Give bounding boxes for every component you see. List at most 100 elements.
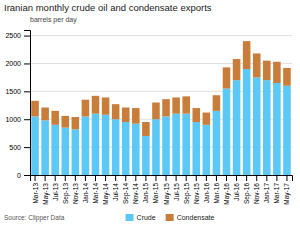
tick-label: Mar-16 [213,183,220,204]
tick-label: Nov-14 [132,183,139,204]
grid-line [30,147,292,148]
tick: Jul-15 [173,175,180,201]
legend-label: Condensate [177,214,215,221]
bar [243,41,251,69]
tick-label: Jul-16 [233,183,240,201]
bar [92,96,100,114]
grid-line [30,63,292,64]
tick: 1000 [5,116,30,123]
tick-mark [216,175,217,181]
tick-mark [145,175,146,181]
tick: Jan-16 [203,175,210,203]
y-axis: 05001000150020002500 [5,31,30,179]
bar [263,61,271,81]
annotation: Source: Clipper Data [4,214,65,222]
tick: Jul-16 [233,175,240,201]
tick-mark [65,175,66,181]
bar [132,108,140,124]
grid-line [30,35,292,36]
tick-label: 0 [17,172,21,179]
bar [162,116,170,175]
tick-label: Nov-16 [253,183,260,204]
plot: 05001000150020002500Mar-13May-13Jul-13Se… [5,31,292,205]
tick-label: May-14 [102,183,110,205]
tick-label: Sep-13 [62,183,70,204]
tick-label: Mar-15 [152,183,159,204]
tick: Mar-15 [152,175,159,204]
tick-label: May-13 [42,183,50,205]
tick-label: Jan-16 [203,183,210,203]
tick: Jul-14 [112,175,119,201]
legend-item: Crude [126,214,156,221]
tick-mark [155,175,156,181]
tick: May-15 [163,175,171,205]
tick-mark [115,175,116,181]
tick: Nov-13 [72,175,79,204]
bar [192,122,200,175]
tick-mark [24,175,30,176]
tick: Jan-14 [82,175,89,203]
bar [283,86,291,175]
bar [263,80,271,175]
bar [203,113,211,125]
bar [243,69,251,175]
bar [41,120,49,175]
tick: Jan-17 [263,175,270,203]
tick-mark [206,175,207,181]
axis-label: barrels per day [30,16,77,24]
bar [102,115,110,175]
series [31,41,290,136]
tick-mark [176,175,177,181]
bar [82,116,90,175]
tick-label: Sep-15 [183,183,191,204]
tick-label: Jan-17 [263,183,270,203]
bar [122,108,130,123]
bar [213,95,221,111]
tick: Jul-13 [52,175,59,201]
tick-label: Sep-14 [122,183,130,204]
bar [273,62,281,83]
bar [142,122,150,136]
tick: Jan-15 [142,175,149,203]
bar [112,104,120,119]
chart: 05001000150020002500Mar-13May-13Jul-13Se… [0,0,300,225]
tick-mark [256,175,257,181]
tick-mark [135,175,136,181]
bar [51,111,59,125]
bar [172,97,180,113]
tick-label: Jan-15 [142,183,149,203]
tick-mark [24,36,30,37]
bar [132,124,140,175]
tick: Nov-15 [193,175,200,204]
tick: 2000 [5,60,30,67]
bar [233,80,241,175]
bar [223,67,231,88]
tick-label: 500 [9,144,21,151]
tick-mark [266,175,267,181]
tick-mark [125,175,126,181]
bar [182,96,190,113]
bar [253,77,261,175]
tick: 0 [17,172,30,179]
tick: 500 [9,144,30,151]
bar [122,122,130,175]
tick-label: 2000 [5,60,21,67]
bar [203,125,211,175]
bar [31,116,39,175]
x-axis-line [31,176,293,182]
tick-label: Mar-14 [92,183,99,204]
tick: Sep-13 [62,175,70,204]
tick-mark [55,175,56,181]
tick-mark [166,175,167,181]
bar [102,97,110,114]
tick-mark [105,175,106,181]
bar [152,119,160,175]
tick: Sep-16 [243,175,251,204]
bar [253,53,261,77]
bar [162,99,170,116]
tick-mark [75,175,76,181]
tick: 1500 [5,88,30,95]
legend: Crude Condensate [126,214,215,221]
tick-label: Jul-13 [52,183,59,201]
tick: Mar-17 [273,175,280,204]
